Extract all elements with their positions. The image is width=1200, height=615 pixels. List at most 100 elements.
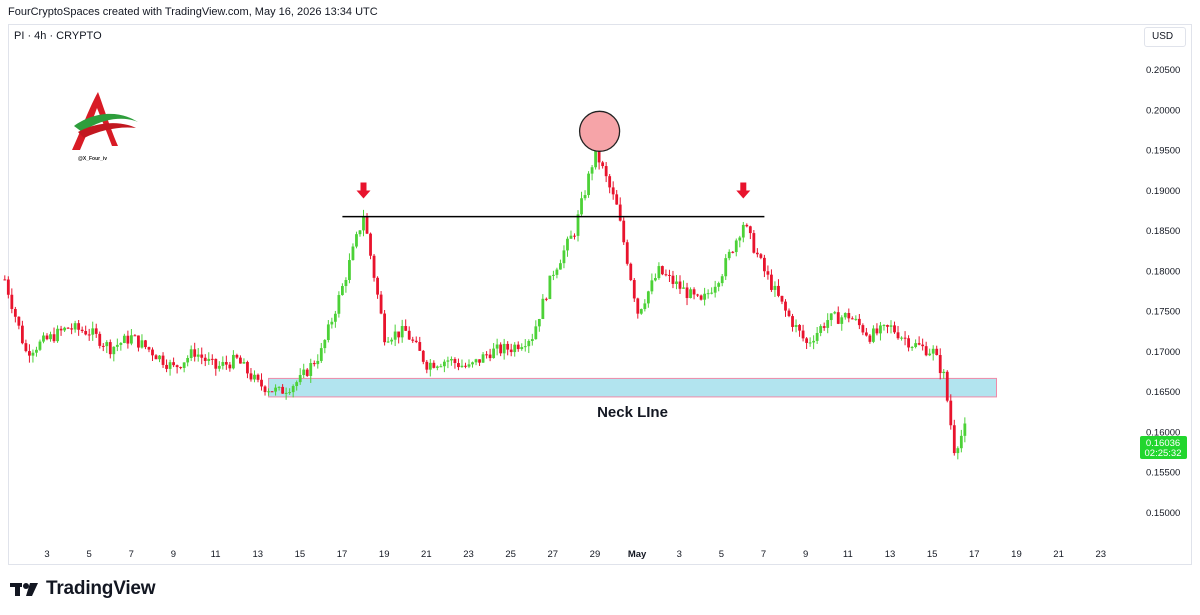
x-tick-label: 5 bbox=[87, 549, 92, 560]
x-tick-label: May bbox=[628, 549, 647, 560]
candle-body bbox=[763, 257, 766, 272]
candle-body bbox=[358, 230, 362, 235]
candle-body bbox=[590, 167, 594, 174]
candle-body bbox=[130, 335, 133, 344]
candle-body bbox=[668, 274, 671, 276]
candle-body bbox=[755, 252, 759, 255]
y-tick-label: 0.17000 bbox=[1146, 347, 1180, 358]
candle-body bbox=[836, 312, 840, 324]
candle-body bbox=[309, 363, 313, 376]
candle-body bbox=[537, 318, 541, 327]
candle-body bbox=[189, 349, 193, 358]
candle-body bbox=[931, 348, 935, 354]
candle-body bbox=[618, 204, 622, 221]
candle-body bbox=[63, 327, 66, 331]
candle-body bbox=[573, 235, 576, 237]
candle-body bbox=[397, 331, 401, 338]
candle-body bbox=[615, 194, 619, 205]
candle-body bbox=[706, 293, 710, 295]
candle-body bbox=[66, 327, 70, 329]
tradingview-brand[interactable]: TradingView bbox=[10, 578, 156, 600]
candle-body bbox=[864, 332, 868, 336]
time-axis: 3 5 7 9 11 13 15 17 19 21 23 25 27 29 May 3 5 7 9 11 13 15 17 1… bbox=[44, 549, 1106, 560]
candle-body bbox=[731, 251, 735, 253]
candle-body bbox=[326, 324, 330, 341]
candle-body bbox=[45, 335, 49, 340]
x-tick-label: 19 bbox=[379, 549, 390, 560]
candle-body bbox=[24, 343, 28, 352]
candle-body bbox=[207, 358, 211, 361]
candle-body bbox=[689, 289, 692, 299]
candle-body bbox=[119, 342, 123, 345]
symbol-legend[interactable]: PI · 4h · CRYPTO bbox=[14, 30, 102, 42]
x-tick-label: 25 bbox=[505, 549, 516, 560]
candle-body bbox=[488, 354, 492, 359]
candle-body bbox=[949, 400, 953, 426]
y-tick-label: 0.19500 bbox=[1146, 146, 1180, 157]
candle-body bbox=[798, 325, 801, 331]
candle-body bbox=[295, 382, 299, 387]
chart-attribution: FourCryptoSpaces created with TradingVie… bbox=[8, 6, 378, 18]
neckline-label: Neck LIne bbox=[597, 404, 668, 421]
candle-body bbox=[548, 275, 552, 300]
candle-body bbox=[348, 260, 351, 280]
candle-body bbox=[341, 286, 344, 296]
candle-body bbox=[386, 341, 390, 343]
candle-body bbox=[228, 364, 232, 369]
x-tick-label: 29 bbox=[590, 549, 601, 560]
x-tick-label: 13 bbox=[885, 549, 896, 560]
candle-body bbox=[696, 294, 699, 296]
candle-body bbox=[569, 235, 573, 239]
candle-body bbox=[421, 350, 425, 362]
candle-body bbox=[784, 301, 787, 311]
currency-button[interactable]: USD bbox=[1144, 27, 1186, 47]
candle-body bbox=[42, 335, 45, 342]
candle-body bbox=[956, 448, 960, 454]
candle-body bbox=[675, 281, 678, 284]
candle-body bbox=[17, 316, 21, 326]
candle-body bbox=[671, 275, 675, 284]
candle-body bbox=[910, 347, 914, 349]
candle-body bbox=[246, 362, 249, 374]
candle-body bbox=[843, 312, 847, 318]
candle-body bbox=[903, 337, 907, 339]
candle-body bbox=[935, 348, 939, 356]
candle-body bbox=[372, 255, 376, 278]
candle-body bbox=[907, 338, 910, 348]
neckline-zone bbox=[268, 377, 997, 398]
y-tick-label: 0.15000 bbox=[1146, 508, 1180, 519]
candle-body bbox=[516, 344, 520, 350]
candle-body bbox=[70, 328, 74, 330]
y-tick-label: 0.16500 bbox=[1146, 387, 1180, 398]
candle-body bbox=[115, 344, 119, 347]
candle-body bbox=[168, 362, 172, 369]
candle-body bbox=[203, 357, 207, 361]
candle-body bbox=[365, 216, 369, 234]
candle-body bbox=[133, 335, 137, 337]
candle-body bbox=[861, 325, 865, 333]
candle-body bbox=[699, 295, 703, 300]
candle-body bbox=[6, 279, 10, 295]
candle-body bbox=[622, 220, 626, 243]
candle-body bbox=[650, 280, 654, 292]
candle-body bbox=[460, 365, 464, 368]
candle-body bbox=[541, 298, 545, 319]
candle-body bbox=[857, 318, 861, 326]
candle-body bbox=[288, 392, 292, 394]
candle-body bbox=[780, 295, 784, 302]
candle-body bbox=[552, 274, 555, 276]
candle-body bbox=[808, 342, 812, 344]
candle-body bbox=[242, 362, 246, 364]
candle-body bbox=[787, 310, 791, 317]
candle-body bbox=[559, 263, 562, 270]
candle-body bbox=[474, 359, 478, 363]
candle-body bbox=[921, 344, 925, 347]
candle-body bbox=[277, 386, 281, 388]
candle-body bbox=[31, 352, 35, 356]
candle-body bbox=[418, 342, 422, 351]
last-price: 0.16036 bbox=[1146, 438, 1180, 449]
candle-body bbox=[467, 364, 471, 367]
candle-body bbox=[819, 326, 823, 333]
candle-body bbox=[172, 362, 175, 366]
